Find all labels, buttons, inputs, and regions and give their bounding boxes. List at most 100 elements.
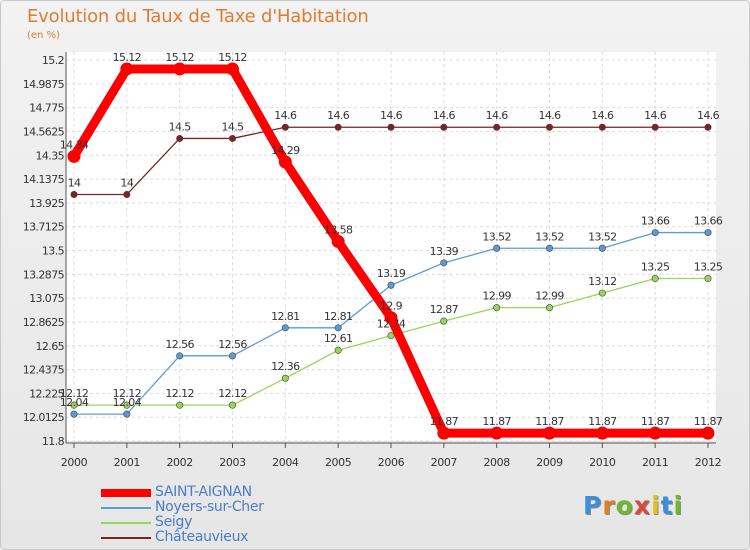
data-point [176, 401, 184, 409]
data-point [437, 426, 451, 440]
data-label: 13.25 [694, 261, 723, 274]
data-label: 12.81 [271, 310, 300, 323]
data-point [176, 134, 184, 142]
data-label: 14.6 [327, 109, 350, 122]
x-tick-label: 2003 [219, 456, 246, 469]
data-label: 14.6 [697, 109, 720, 122]
data-label: 11.87 [482, 415, 511, 428]
data-label: 14.6 [380, 109, 403, 122]
data-label: 14 [120, 176, 133, 189]
x-tick-label: 2007 [431, 456, 458, 469]
data-label: 12.56 [218, 338, 247, 351]
data-label: 12.04 [60, 396, 89, 409]
data-label: 14.6 [591, 109, 614, 122]
data-point [278, 155, 292, 169]
x-tick-label: 2008 [483, 456, 510, 469]
data-label: 12.36 [271, 360, 300, 373]
data-point [704, 275, 712, 283]
data-point [123, 401, 131, 409]
proxiti-logo: Proxiti [583, 491, 683, 520]
data-point [334, 346, 342, 354]
y-tick-label: 14.1375 [23, 173, 65, 186]
data-point [704, 123, 712, 131]
data-label: 12.12 [218, 387, 247, 400]
data-label: 13.25 [641, 261, 670, 274]
data-point [493, 123, 501, 131]
data-label: 14.29 [271, 144, 300, 157]
data-label: 12.04 [113, 396, 142, 409]
data-point [545, 123, 553, 131]
data-point [493, 244, 501, 252]
x-tick-label: 2010 [589, 456, 616, 469]
data-point [229, 401, 237, 409]
y-tick-label: 12.0125 [23, 411, 65, 424]
data-label: 12.81 [324, 310, 353, 323]
y-tick-label: 13.075 [29, 292, 64, 305]
data-label: 13.66 [694, 215, 723, 228]
legend-swatch [101, 536, 151, 539]
data-label: 12.61 [324, 332, 353, 345]
data-point [176, 352, 184, 360]
data-point [595, 426, 609, 440]
data-point [281, 324, 289, 332]
x-tick-label: 2009 [536, 456, 563, 469]
data-label: 12.12 [60, 387, 89, 400]
data-label: 13.58 [324, 224, 353, 237]
data-point [440, 317, 448, 325]
data-label: 13.19 [377, 267, 406, 280]
data-label: 14.6 [274, 109, 297, 122]
y-tick-label: 12.4375 [23, 364, 65, 377]
data-label: 14.5 [169, 120, 192, 133]
data-label: 11.87 [430, 415, 459, 428]
data-label: 11.87 [694, 415, 723, 428]
data-point [545, 304, 553, 312]
y-tick-label: 15.2 [42, 54, 64, 67]
x-tick-label: 2005 [325, 456, 352, 469]
logo-letter: P [583, 491, 603, 520]
data-point [229, 134, 237, 142]
legend-label: Châteauvieux [155, 529, 249, 545]
y-tick-label: 12.65 [36, 340, 65, 353]
data-label: 13.12 [588, 275, 617, 288]
logo-letter: o [615, 491, 634, 520]
legend-label: Noyers-sur-Cher [155, 499, 264, 515]
legend-item-saint-aignan: SAINT-AIGNAN [101, 485, 264, 500]
chart-subtitle: (en %) [27, 30, 60, 41]
data-point [384, 311, 398, 325]
data-label: 13.52 [588, 230, 617, 243]
data-label: 14.6 [433, 109, 456, 122]
data-label: 14.5 [221, 120, 244, 133]
data-point [440, 123, 448, 131]
data-label: 13.52 [535, 230, 564, 243]
data-label: 12.87 [430, 303, 459, 316]
data-label: 12.99 [482, 290, 511, 303]
y-tick-label: 14.5625 [23, 125, 65, 138]
data-point [334, 324, 342, 332]
data-point [387, 281, 395, 289]
data-point [440, 259, 448, 267]
data-point [598, 123, 606, 131]
data-point [701, 426, 715, 440]
data-label: 15.12 [218, 51, 247, 64]
data-point [281, 123, 289, 131]
logo-letter: i [651, 491, 661, 520]
data-point [123, 410, 131, 418]
data-point [123, 190, 131, 198]
chart-legend: SAINT-AIGNAN Noyers-sur-Cher Seigy Châte… [101, 485, 264, 545]
data-point [70, 401, 78, 409]
legend-item-seigy: Seigy [101, 515, 264, 530]
x-tick-label: 2012 [695, 456, 721, 469]
data-label: 14.6 [644, 109, 667, 122]
x-tick-label: 2000 [61, 456, 88, 469]
legend-item-chateauvieux: Châteauvieux [101, 530, 264, 545]
data-point [493, 304, 501, 312]
data-point [281, 374, 289, 382]
legend-label: Seigy [155, 514, 193, 530]
data-label: 13.66 [641, 215, 670, 228]
data-label: 11.87 [588, 415, 617, 428]
data-label: 13.52 [482, 230, 511, 243]
data-point [704, 229, 712, 237]
data-point [334, 123, 342, 131]
y-tick-label: 14.775 [29, 102, 64, 115]
y-tick-label: 13.925 [29, 197, 64, 210]
